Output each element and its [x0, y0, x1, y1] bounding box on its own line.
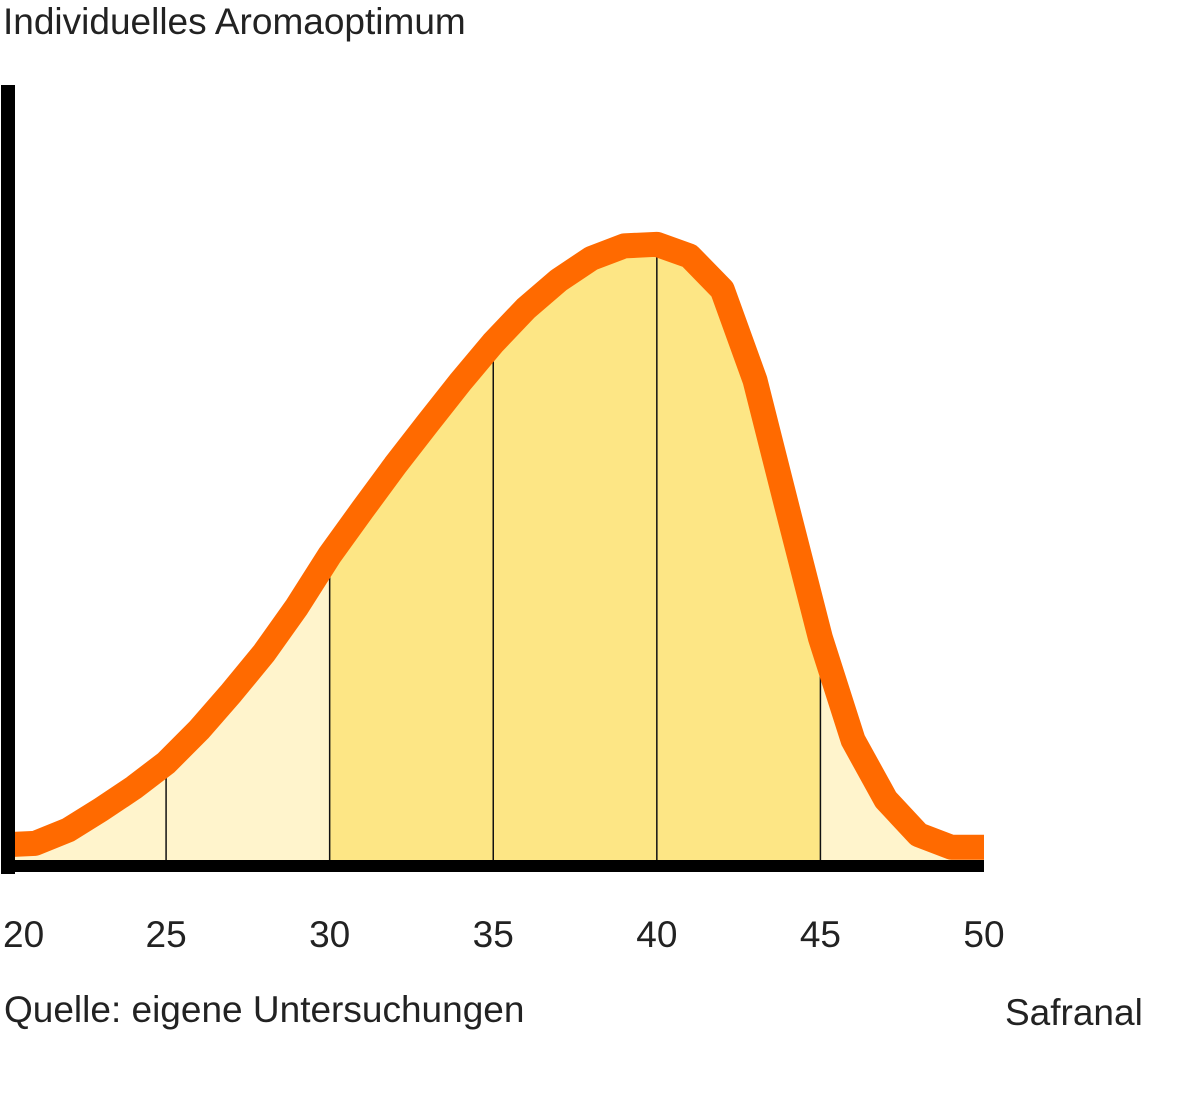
x-tick-label: 45 [800, 914, 841, 955]
area-line [1, 231, 984, 860]
source-note: Quelle: eigene Untersuchungen [4, 989, 524, 1030]
x-tick-label: 50 [963, 914, 1004, 955]
x-tick-label: 25 [146, 914, 187, 955]
x-axis-label: Safranal [1005, 992, 1143, 1033]
x-tick-label: 40 [636, 914, 677, 955]
x-tick-label: 20 [3, 914, 44, 955]
chart-title: Individuelles Aromaoptimum [3, 1, 466, 42]
x-tick-label: 35 [473, 914, 514, 955]
x-tick-label: 30 [309, 914, 350, 955]
